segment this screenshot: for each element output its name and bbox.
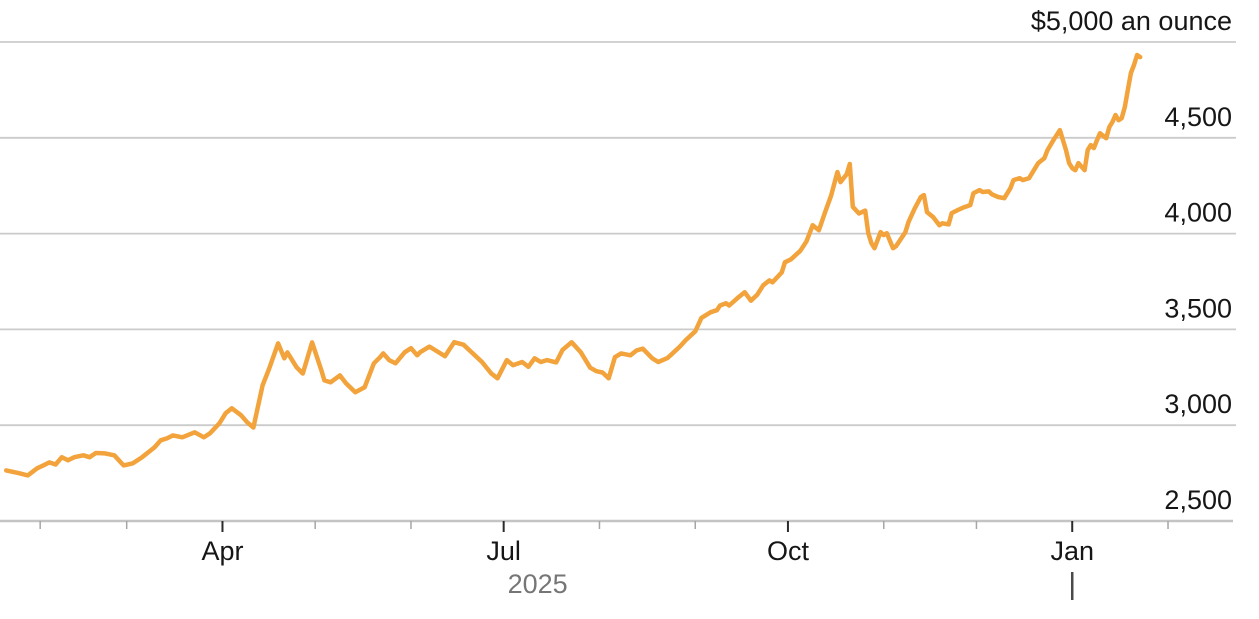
- y-axis-label: 3,500: [1164, 293, 1232, 323]
- x-axis-label-apr: Apr: [201, 536, 243, 566]
- year-label: 2025: [508, 569, 568, 599]
- y-axis-label: 4,000: [1164, 198, 1232, 228]
- price-line: [3, 52, 1143, 478]
- y-axis-top-label: $5,000 an ounce: [1031, 6, 1232, 36]
- x-axis-label-oct: Oct: [767, 536, 810, 566]
- x-axis-label-jul: Jul: [486, 536, 521, 566]
- y-axis-label: 3,000: [1164, 389, 1232, 419]
- y-axis-label: 4,500: [1164, 102, 1232, 132]
- y-axis-label: 2,500: [1164, 485, 1232, 515]
- x-axis-label-jan: Jan: [1050, 536, 1094, 566]
